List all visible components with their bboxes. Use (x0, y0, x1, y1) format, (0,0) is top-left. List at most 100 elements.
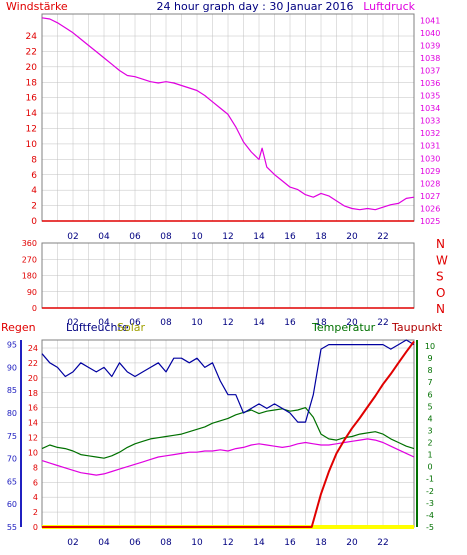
temperature-tick-label: 10 (425, 342, 435, 351)
humidity-axis: 95 90 85 80 75 70 65 60 55 (7, 341, 17, 532)
hour-tick-label: 20 (346, 538, 358, 548)
humidity-tick-label: 60 (7, 500, 17, 509)
hour-tick-label: 22 (377, 538, 388, 548)
pressure-panel-hour-axis: 02 04 06 08 10 12 14 16 18 20 22 (67, 232, 388, 242)
rain-tick-label: 18 (28, 389, 38, 398)
rain-tick-label: 14 (28, 419, 38, 428)
rain-tick-label: 24 (28, 344, 38, 353)
regen-line (42, 340, 415, 528)
rain-tick-label: 12 (28, 434, 38, 443)
windstaerke-tick-label: 24 (26, 32, 38, 42)
hour-tick-label: 12 (222, 232, 233, 242)
windstaerke-tick-label: 6 (31, 171, 37, 181)
temperatur-line (41, 407, 415, 459)
luftdruck-tick-label: 1040 (420, 29, 440, 38)
windstaerke-tick-label: 18 (26, 78, 38, 88)
rain-tick-label: 22 (28, 359, 38, 368)
luftdruck-label: Luftdruck (363, 0, 415, 13)
rain-tick-label: 8 (33, 463, 38, 472)
windstaerke-tick-label: 0 (31, 217, 37, 227)
direction-letter-label: N (436, 237, 445, 251)
humidity-tick-label: 75 (7, 432, 17, 441)
hour-tick-label: 20 (346, 232, 358, 242)
humidity-tick-label: 95 (7, 341, 17, 350)
luftdruck-tick-label: 1028 (420, 179, 440, 188)
hour-tick-label: 06 (129, 318, 141, 328)
direction-letter-label: S (436, 270, 444, 284)
rain-tick-label: 2 (33, 508, 38, 517)
humidity-tick-label: 55 (7, 523, 17, 532)
rain-tick-label: 0 (33, 523, 38, 532)
windstaerke-tick-label: 2 (31, 202, 37, 212)
hour-tick-label: 02 (67, 318, 78, 328)
hour-tick-label: 04 (98, 318, 110, 328)
luftdruck-tick-label: 1034 (420, 104, 440, 113)
windstaerke-tick-label: 10 (26, 140, 38, 150)
weather-panel-hour-axis: 02 04 06 08 10 12 14 16 18 20 22 (67, 538, 388, 548)
weather-panel-series (41, 339, 415, 529)
direction-panel-hour-axis: 02 04 06 08 10 12 14 16 18 20 22 (67, 318, 388, 328)
direction-degree-tick-label: 90 (27, 288, 37, 297)
hour-tick-label: 18 (315, 232, 327, 242)
direction-degree-tick-label: 270 (22, 255, 37, 264)
hour-tick-label: 08 (160, 318, 172, 328)
hour-tick-label: 08 (160, 232, 172, 242)
direction-letter-label: N (436, 302, 445, 316)
hour-tick-label: 02 (67, 232, 78, 242)
hour-tick-label: 16 (284, 538, 296, 548)
hour-tick-label: 22 (377, 318, 388, 328)
humidity-tick-label: 85 (7, 386, 17, 395)
temperature-tick-label: -5 (426, 523, 434, 532)
luftdruck-tick-label: 1027 (420, 192, 440, 201)
temperature-tick-label: -1 (426, 475, 434, 484)
solar-label: Solar (117, 321, 146, 334)
temperature-tick-label: 1 (427, 451, 432, 460)
luftdruck-tick-label: 1036 (420, 79, 440, 88)
windstaerke-tick-label: 20 (26, 63, 38, 73)
luftfeuchte-line (41, 339, 415, 423)
hour-tick-label: 06 (129, 538, 141, 548)
hour-tick-label: 16 (284, 232, 296, 242)
direction-degree-axis: 360 270 180 90 0 (22, 239, 37, 313)
temperature-tick-label: 8 (427, 366, 432, 375)
luftdruck-axis: 1041 1040 1039 1038 1037 1036 1035 1034 1033 1032… (420, 16, 440, 226)
hour-tick-label: 06 (129, 232, 141, 242)
hour-tick-label: 14 (253, 232, 265, 242)
humidity-tick-label: 65 (7, 477, 17, 486)
hour-tick-label: 20 (346, 318, 358, 328)
temperature-tick-label: 0 (427, 463, 432, 472)
windstaerke-tick-label: 8 (31, 155, 37, 165)
rain-tick-label: 20 (28, 374, 38, 383)
direction-degree-tick-label: 0 (32, 304, 37, 313)
luftdruck-tick-label: 1037 (420, 66, 440, 75)
direction-degree-tick-label: 180 (22, 272, 37, 281)
hour-tick-label: 02 (67, 538, 78, 548)
luftdruck-tick-label: 1041 (420, 16, 440, 25)
windstaerke-tick-label: 4 (31, 186, 37, 196)
luftdruck-tick-label: 1038 (420, 54, 440, 63)
temperature-tick-label: 2 (427, 439, 432, 448)
windstaerke-tick-label: 16 (26, 94, 38, 104)
temperature-tick-label: 6 (427, 390, 432, 399)
luftdruck-tick-label: 1035 (420, 92, 440, 101)
windstaerke-label: Windstärke (6, 0, 68, 13)
humidity-tick-label: 70 (7, 455, 17, 464)
luftdruck-tick-label: 1026 (420, 204, 440, 213)
hour-tick-label: 10 (191, 318, 203, 328)
rain-tick-label: 6 (33, 478, 38, 487)
temperature-tick-label: 4 (427, 414, 432, 423)
hour-tick-label: 12 (222, 318, 233, 328)
temperature-tick-label: -4 (426, 511, 434, 520)
temperature-tick-label: -2 (426, 487, 434, 496)
hour-tick-label: 04 (98, 232, 110, 242)
windstaerke-tick-label: 12 (26, 125, 37, 135)
luftdruck-tick-label: 1029 (420, 167, 440, 176)
direction-letter-label: W (436, 253, 448, 267)
luftdruck-tick-label: 1025 (420, 217, 440, 226)
direction-letter-label: O (436, 286, 445, 300)
taupunkt-line (41, 438, 415, 476)
luftdruck-tick-label: 1039 (420, 41, 440, 50)
temperature-tick-label: -3 (426, 499, 434, 508)
